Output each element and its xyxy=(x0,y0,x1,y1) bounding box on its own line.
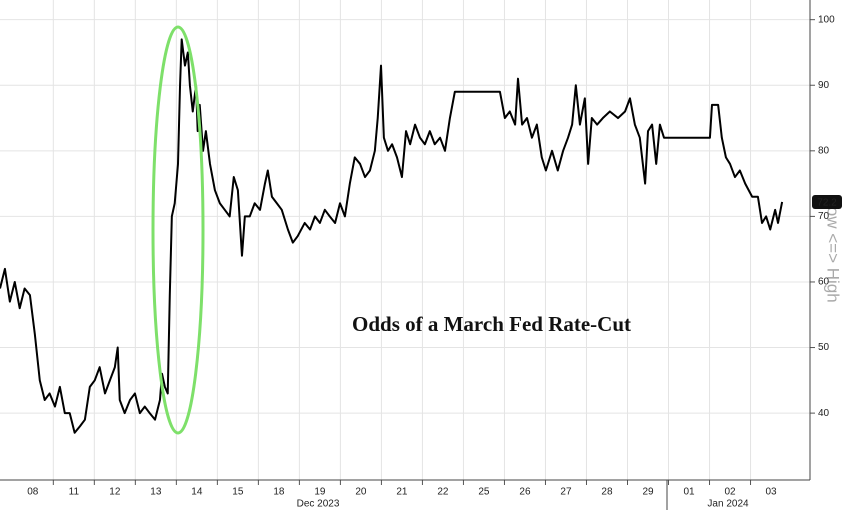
x-group-label: Jan 2024 xyxy=(707,499,749,510)
x-tick-label: 21 xyxy=(396,487,408,498)
y-axis-label: Low <=> High xyxy=(824,197,843,302)
x-tick-label: 13 xyxy=(150,487,162,498)
x-tick-label: 02 xyxy=(724,487,736,498)
x-tick-label: 28 xyxy=(601,487,613,498)
series-line xyxy=(0,38,784,434)
y-tick-label: 90 xyxy=(818,80,830,91)
last-value-label: 72.2 xyxy=(817,198,837,209)
y-tick-label: 60 xyxy=(818,277,830,288)
x-tick-label: 25 xyxy=(478,487,490,498)
annotation: Odds of a March Fed Rate-Cut xyxy=(352,312,631,336)
x-tick-label: 29 xyxy=(642,487,654,498)
x-tick-label: 12 xyxy=(109,487,121,498)
x-tick-label: 11 xyxy=(69,487,80,498)
x-tick-label: 26 xyxy=(519,487,531,498)
y-tick-label: 100 xyxy=(818,14,835,25)
x-tick-label: 22 xyxy=(437,487,449,498)
x-tick-label: 14 xyxy=(191,487,203,498)
y-tick-label: 40 xyxy=(818,408,830,419)
x-group-label: Dec 2023 xyxy=(297,499,340,510)
grid xyxy=(0,0,810,480)
x-tick-label: 19 xyxy=(314,487,326,498)
x-tick-label: 20 xyxy=(355,487,367,498)
y-tick-label: 80 xyxy=(818,145,830,156)
y-tick-label: 70 xyxy=(818,211,830,222)
highlight-ellipse xyxy=(151,25,205,435)
x-tick-label: 08 xyxy=(27,487,39,498)
x-tick-label: 27 xyxy=(560,487,572,498)
y-tick-label: 50 xyxy=(818,342,830,353)
x-tick-label: 01 xyxy=(683,487,695,498)
x-tick-label: 18 xyxy=(273,487,285,498)
x-tick-label: 03 xyxy=(765,487,777,498)
x-tick-label: 15 xyxy=(232,487,244,498)
last-value-tag xyxy=(812,194,842,209)
